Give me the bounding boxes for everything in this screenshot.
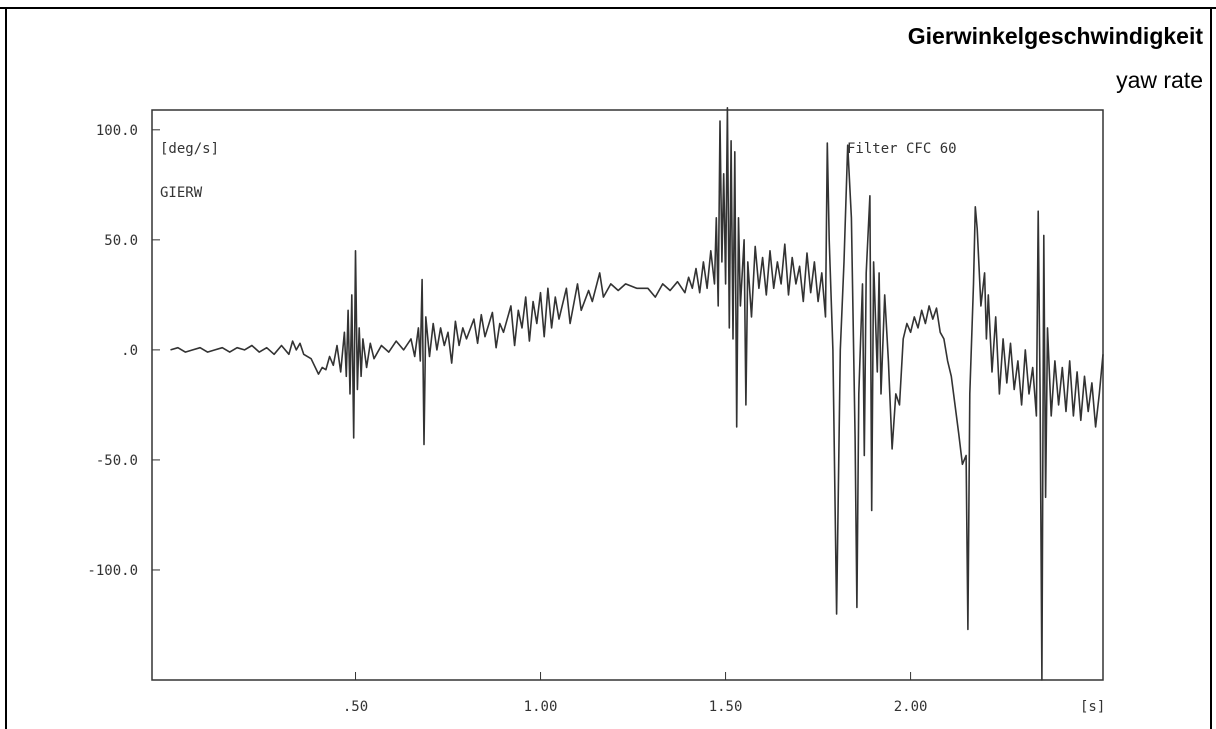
x-tick-label: 2.00: [894, 699, 928, 715]
x-tick-label: 1.50: [709, 699, 743, 715]
signal-label: GIERW: [160, 185, 203, 201]
annotation: Filter CFC 60: [847, 141, 957, 157]
plot-frame: [151, 109, 1104, 681]
y-tick-label: -50.0: [96, 453, 138, 469]
title: Gierwinkelgeschwindigkeit: [908, 23, 1204, 49]
y-axis-label: [deg/s]: [160, 141, 219, 157]
signal-line: [170, 107, 1104, 681]
y-tick-label: -100.0: [87, 563, 138, 579]
subtitle: yaw rate: [1116, 67, 1203, 93]
y-tick-label: 100.0: [96, 123, 138, 139]
y-tick-label: 50.0: [104, 233, 138, 249]
x-tick-label: 1.00: [524, 699, 558, 715]
y-tick-label: .0: [121, 343, 138, 359]
x-axis-label: [s]: [1080, 699, 1105, 715]
x-tick-label: .50: [343, 699, 368, 715]
